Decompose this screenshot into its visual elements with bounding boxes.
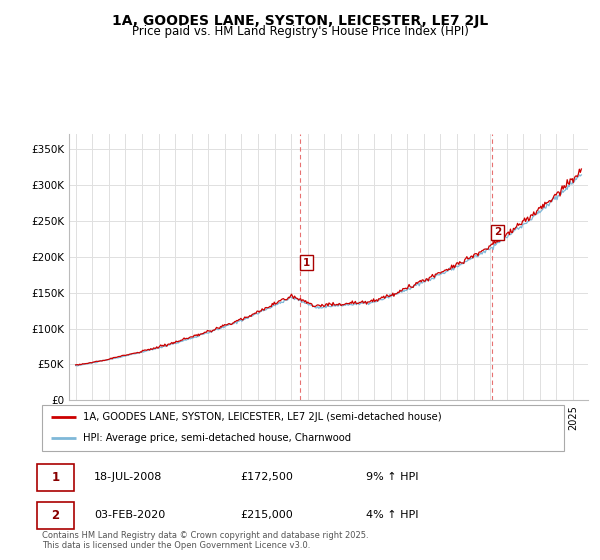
Text: 1A, GOODES LANE, SYSTON, LEICESTER, LE7 2JL: 1A, GOODES LANE, SYSTON, LEICESTER, LE7 … xyxy=(112,14,488,28)
FancyBboxPatch shape xyxy=(37,502,74,529)
Text: £172,500: £172,500 xyxy=(241,472,293,482)
Text: 2: 2 xyxy=(494,227,501,237)
Text: 1A, GOODES LANE, SYSTON, LEICESTER, LE7 2JL (semi-detached house): 1A, GOODES LANE, SYSTON, LEICESTER, LE7 … xyxy=(83,412,442,422)
Text: 18-JUL-2008: 18-JUL-2008 xyxy=(94,472,163,482)
Text: HPI: Average price, semi-detached house, Charnwood: HPI: Average price, semi-detached house,… xyxy=(83,433,351,444)
Text: 1: 1 xyxy=(302,258,310,268)
FancyBboxPatch shape xyxy=(42,405,564,451)
Text: 4% ↑ HPI: 4% ↑ HPI xyxy=(365,510,418,520)
Text: 2: 2 xyxy=(52,509,59,522)
Text: Contains HM Land Registry data © Crown copyright and database right 2025.
This d: Contains HM Land Registry data © Crown c… xyxy=(42,530,368,550)
FancyBboxPatch shape xyxy=(37,464,74,491)
Text: Price paid vs. HM Land Registry's House Price Index (HPI): Price paid vs. HM Land Registry's House … xyxy=(131,25,469,38)
Text: 03-FEB-2020: 03-FEB-2020 xyxy=(94,510,166,520)
Text: 1: 1 xyxy=(52,471,59,484)
Text: £215,000: £215,000 xyxy=(241,510,293,520)
Text: 9% ↑ HPI: 9% ↑ HPI xyxy=(365,472,418,482)
